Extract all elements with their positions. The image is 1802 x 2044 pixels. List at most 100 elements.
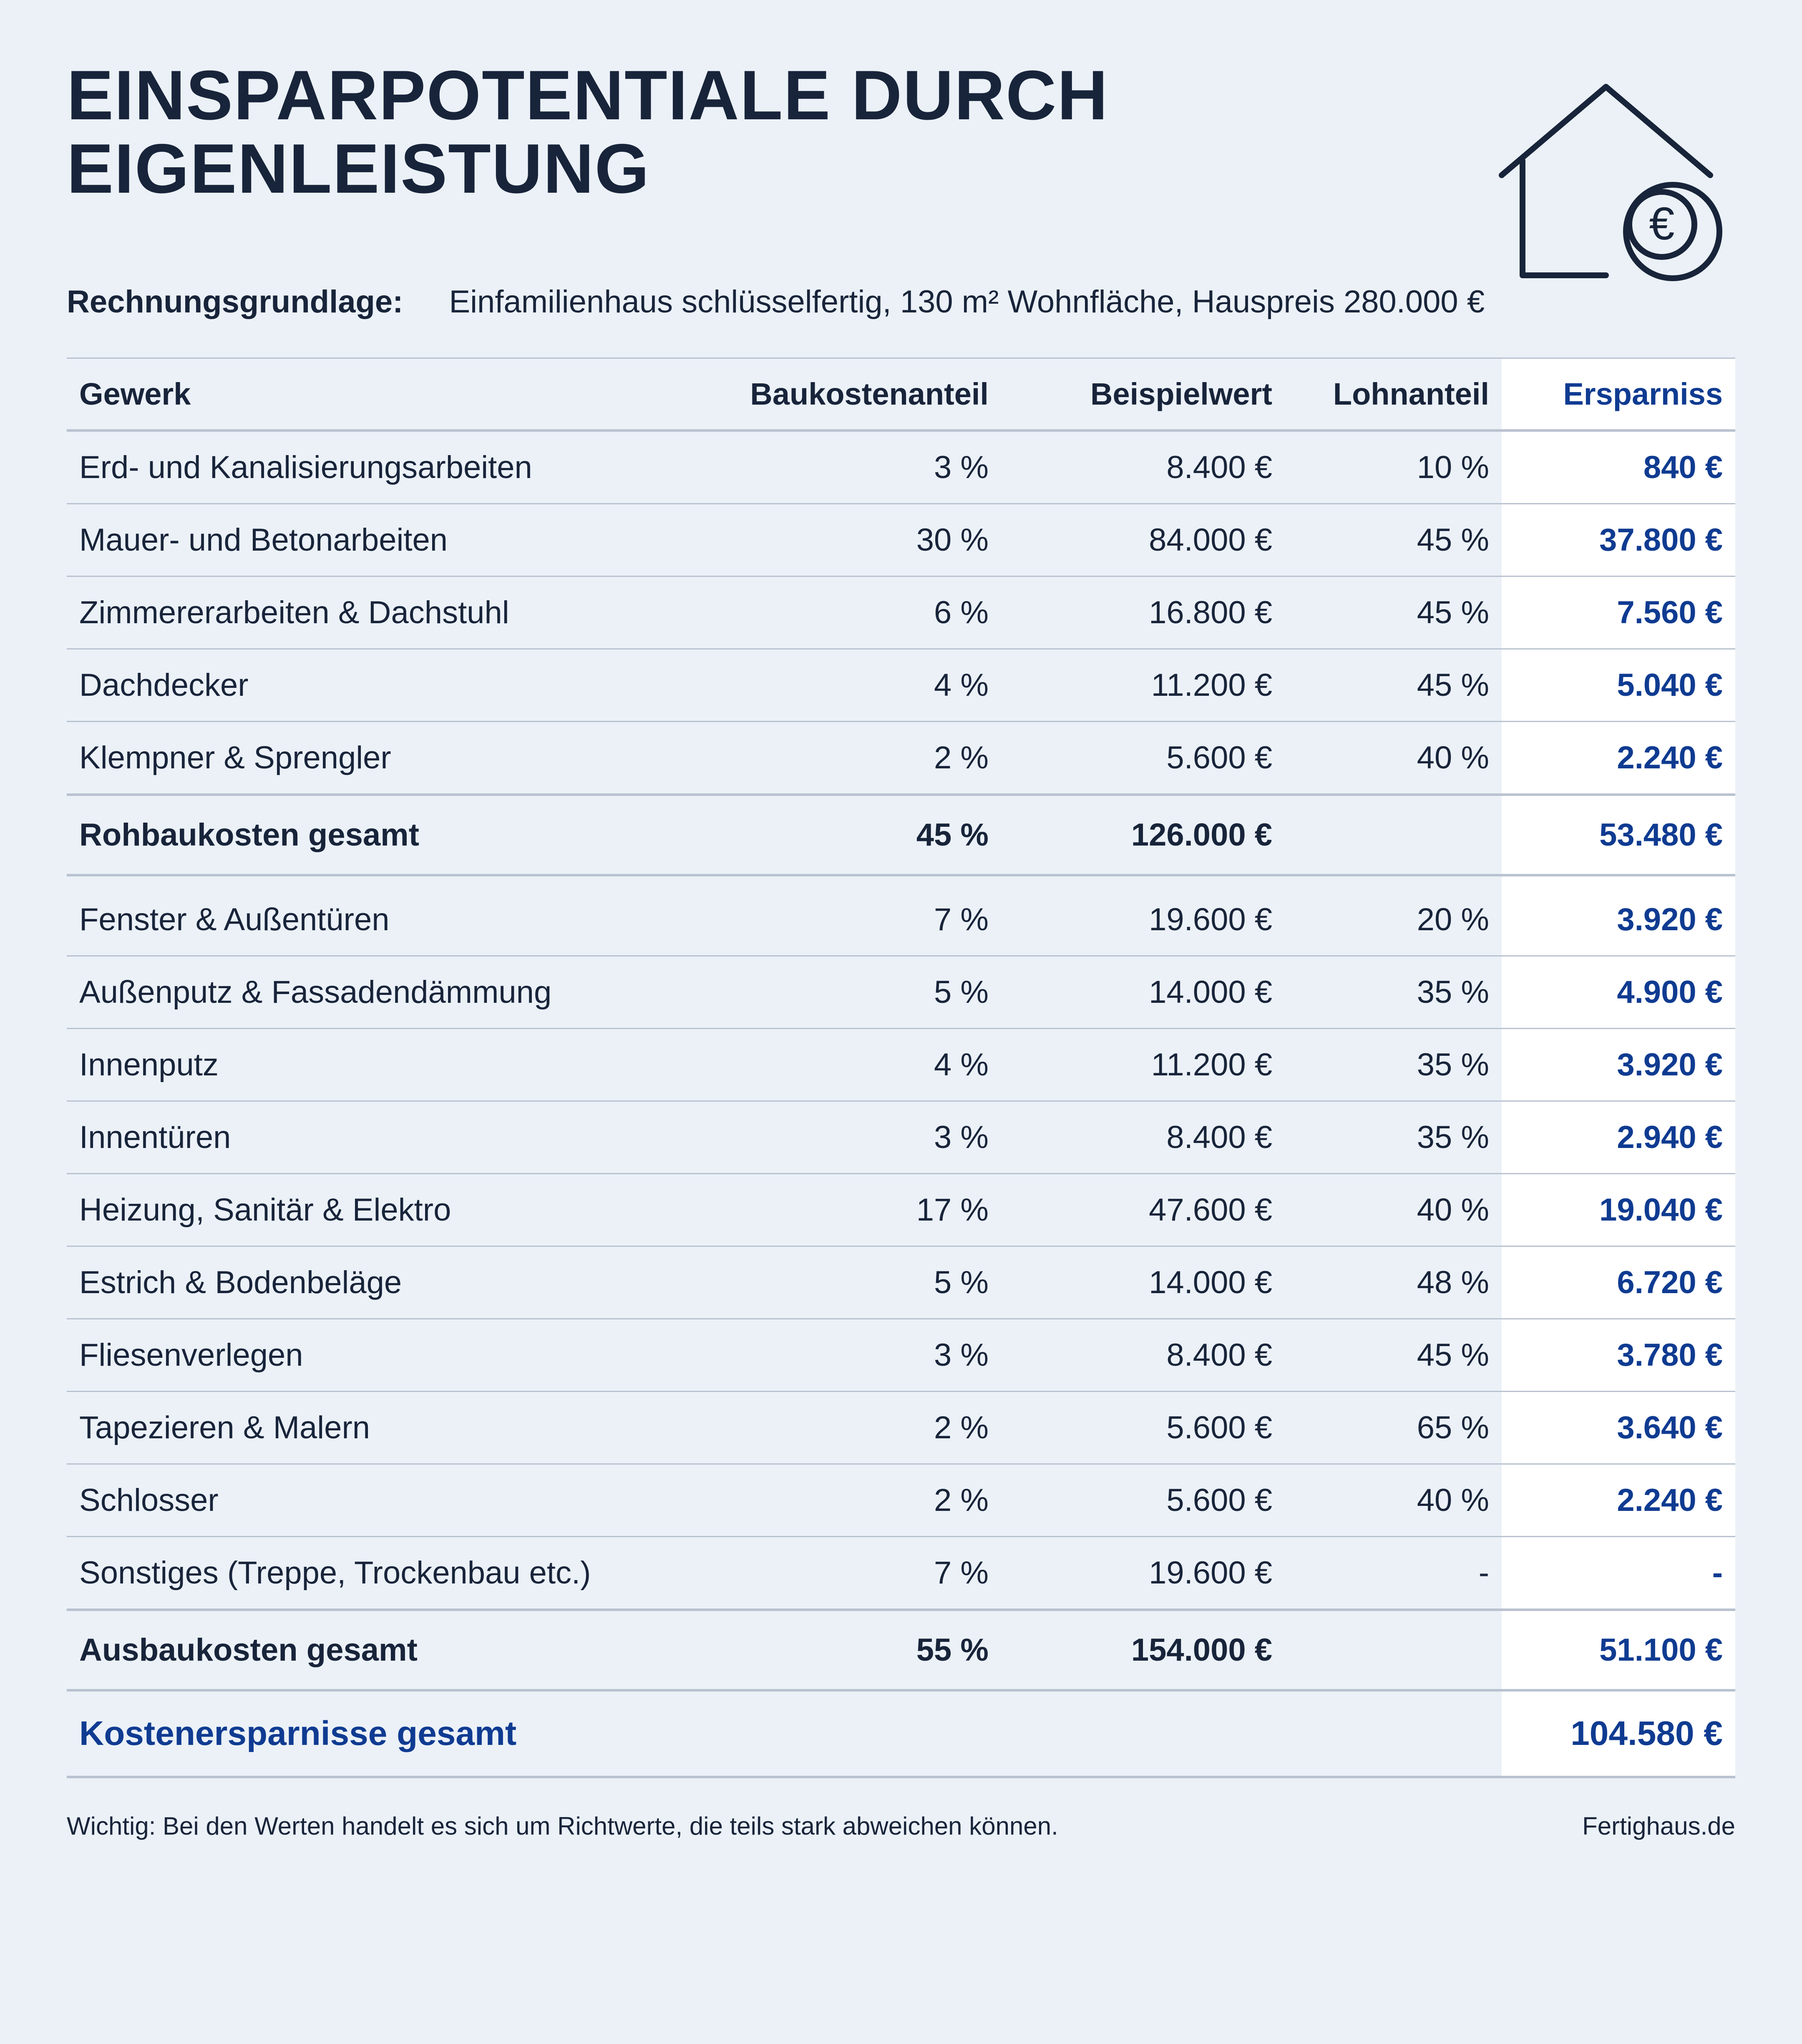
table-row: Klempner & Sprengler 2 % 5.600 € 40 % 2.… (67, 722, 1735, 795)
cell-name: Erd- und Kanalisierungsarbeiten (67, 430, 701, 504)
cell-savings: 3.920 € (1502, 875, 1735, 956)
col-example: Beispielwert (1001, 358, 1285, 431)
cell-labor: 65 % (1285, 1392, 1502, 1464)
cell-labor: 40 % (1285, 722, 1502, 795)
cell-example: 5.600 € (1001, 1464, 1285, 1537)
basis-value: Einfamilienhaus schlüsselfertig, 130 m² … (449, 284, 1485, 320)
table-row: Fliesenverlegen 3 % 8.400 € 45 % 3.780 € (67, 1319, 1735, 1392)
cell-savings: 6.720 € (1502, 1246, 1735, 1319)
cell-example: 5.600 € (1001, 722, 1285, 795)
table-row: Erd- und Kanalisierungsarbeiten 3 % 8.40… (67, 430, 1735, 504)
svg-text:€: € (1649, 198, 1674, 249)
table-row: Mauer- und Betonarbeiten 30 % 84.000 € 4… (67, 504, 1735, 576)
cell-name: Mauer- und Betonarbeiten (67, 504, 701, 576)
cell-share: 6 % (701, 576, 1001, 649)
cell-example: 19.600 € (1001, 1537, 1285, 1610)
cell-savings: 19.040 € (1502, 1174, 1735, 1246)
cell-example: 154.000 € (1001, 1610, 1285, 1690)
cell-share: 3 % (701, 1319, 1001, 1392)
cell-name: Tapezieren & Malern (67, 1392, 701, 1464)
cell-labor: 48 % (1285, 1246, 1502, 1319)
cell-labor: 35 % (1285, 1101, 1502, 1174)
cell-share: 55 % (701, 1610, 1001, 1690)
cell-savings: 3.640 € (1502, 1392, 1735, 1464)
cell-share: 30 % (701, 504, 1001, 576)
cell-name: Klempner & Sprengler (67, 722, 701, 795)
cell-example: 14.000 € (1001, 1246, 1285, 1319)
cell-share: 7 % (701, 1537, 1001, 1610)
cell-name: Zimmererarbeiten & Dachstuhl (67, 576, 701, 649)
table-row: Innentüren 3 % 8.400 € 35 % 2.940 € (67, 1101, 1735, 1174)
table-row: Tapezieren & Malern 2 % 5.600 € 65 % 3.6… (67, 1392, 1735, 1464)
cell-example: 11.200 € (1001, 649, 1285, 722)
cell-labor: 35 % (1285, 956, 1502, 1029)
cell-name: Außenputz & Fassadendämmung (67, 956, 701, 1029)
cell-savings: 2.240 € (1502, 1464, 1735, 1537)
cell-example: 16.800 € (1001, 576, 1285, 649)
cell-labor: 35 % (1285, 1029, 1502, 1101)
cell-share: 4 % (701, 649, 1001, 722)
cell-name: Kostenersparnisse gesamt (67, 1690, 701, 1777)
footer-source: Fertighaus.de (1582, 1812, 1735, 1840)
col-labor: Lohnanteil (1285, 358, 1502, 431)
cell-share: 5 % (701, 1246, 1001, 1319)
cell-share: 3 % (701, 1101, 1001, 1174)
cell-labor: 20 % (1285, 875, 1502, 956)
table-row: Ausbaukosten gesamt 55 % 154.000 € 51.10… (67, 1610, 1735, 1690)
cell-savings: 2.940 € (1502, 1101, 1735, 1174)
table-row: Heizung, Sanitär & Elektro 17 % 47.600 €… (67, 1174, 1735, 1246)
table-row: Zimmererarbeiten & Dachstuhl 6 % 16.800 … (67, 576, 1735, 649)
cell-name: Schlosser (67, 1464, 701, 1537)
cell-labor (1285, 1610, 1502, 1690)
cell-labor (1285, 1690, 1502, 1777)
cell-labor: 45 % (1285, 576, 1502, 649)
cell-labor: 40 % (1285, 1174, 1502, 1246)
cell-share: 2 % (701, 1464, 1001, 1537)
table-row: Schlosser 2 % 5.600 € 40 % 2.240 € (67, 1464, 1735, 1537)
cell-name: Heizung, Sanitär & Elektro (67, 1174, 701, 1246)
cell-labor (1285, 795, 1502, 875)
table-row: Kostenersparnisse gesamt 104.580 € (67, 1690, 1735, 1777)
cell-example: 126.000 € (1001, 795, 1285, 875)
calculation-basis: Rechnungsgrundlage: Einfamilienhaus schl… (67, 284, 1735, 320)
table-row: Dachdecker 4 % 11.200 € 45 % 5.040 € (67, 649, 1735, 722)
cell-labor: - (1285, 1537, 1502, 1610)
page-title: EINSPARPOTENTIALE DURCH EIGENLEISTUNG (67, 58, 1318, 206)
cell-share: 4 % (701, 1029, 1001, 1101)
savings-table: Gewerk Baukostenanteil Beispielwert Lohn… (67, 357, 1735, 1778)
cell-savings: 53.480 € (1502, 795, 1735, 875)
table-row: Fenster & Außentüren 7 % 19.600 € 20 % 3… (67, 875, 1735, 956)
cell-savings: 3.920 € (1502, 1029, 1735, 1101)
cell-savings: 2.240 € (1502, 722, 1735, 795)
cell-savings: 7.560 € (1502, 576, 1735, 649)
cell-labor: 45 % (1285, 649, 1502, 722)
cell-savings: 104.580 € (1502, 1690, 1735, 1777)
cell-share: 2 % (701, 1392, 1001, 1464)
cell-share: 45 % (701, 795, 1001, 875)
cell-name: Dachdecker (67, 649, 701, 722)
table-row: Innenputz 4 % 11.200 € 35 % 3.920 € (67, 1029, 1735, 1101)
table-row: Außenputz & Fassadendämmung 5 % 14.000 €… (67, 956, 1735, 1029)
col-name: Gewerk (67, 358, 701, 431)
cell-share: 7 % (701, 875, 1001, 956)
cell-name: Fliesenverlegen (67, 1319, 701, 1392)
cell-share: 17 % (701, 1174, 1001, 1246)
cell-example (1001, 1690, 1285, 1777)
cell-savings: - (1502, 1537, 1735, 1610)
cell-name: Innenputz (67, 1029, 701, 1101)
col-share: Baukostenanteil (701, 358, 1001, 431)
table-row: Estrich & Bodenbeläge 5 % 14.000 € 48 % … (67, 1246, 1735, 1319)
cell-example: 47.600 € (1001, 1174, 1285, 1246)
cell-savings: 4.900 € (1502, 956, 1735, 1029)
house-euro-icon: € (1477, 67, 1735, 284)
cell-labor: 10 % (1285, 430, 1502, 504)
table-row: Rohbaukosten gesamt 45 % 126.000 € 53.48… (67, 795, 1735, 875)
cell-example: 5.600 € (1001, 1392, 1285, 1464)
cell-name: Innentüren (67, 1101, 701, 1174)
cell-example: 8.400 € (1001, 430, 1285, 504)
cell-example: 8.400 € (1001, 1319, 1285, 1392)
cell-name: Estrich & Bodenbeläge (67, 1246, 701, 1319)
cell-example: 14.000 € (1001, 956, 1285, 1029)
cell-name: Rohbaukosten gesamt (67, 795, 701, 875)
col-savings: Ersparniss (1502, 358, 1735, 431)
